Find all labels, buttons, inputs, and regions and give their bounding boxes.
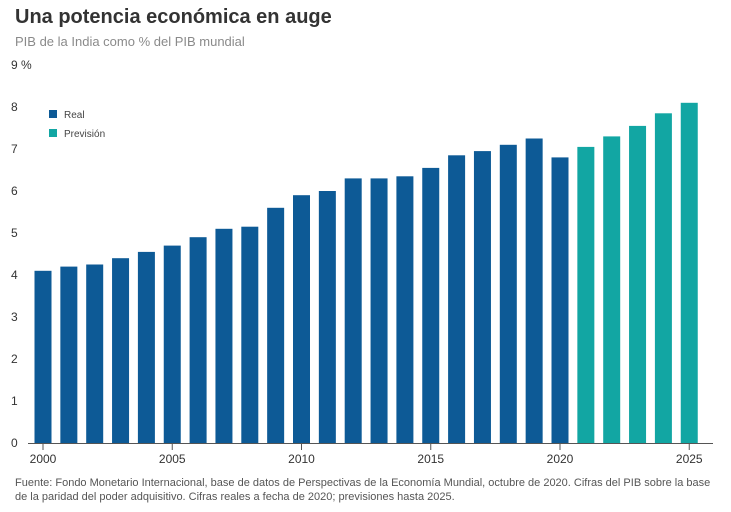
- legend-label: Previsión: [64, 129, 105, 140]
- bar-real-2010: [293, 195, 310, 443]
- bar-real-2003: [112, 258, 130, 443]
- bar-real-2008: [241, 226, 259, 443]
- y-tick-label: 7: [11, 142, 18, 156]
- x-tick-label: 2010: [288, 452, 315, 466]
- x-tick-label: 2020: [547, 452, 574, 466]
- y-tick-label: 5: [11, 226, 18, 240]
- y-tick-label: 2: [11, 352, 18, 366]
- y-tick-label: 1: [11, 394, 18, 408]
- legend-swatch-real: [49, 110, 57, 118]
- bar-real-2011: [318, 191, 336, 443]
- y-tick-label: 0: [11, 436, 18, 450]
- bar-real-2012: [344, 178, 362, 443]
- bar-real-2000: [34, 270, 52, 443]
- bar-real-2004: [137, 251, 155, 443]
- x-tick-label: 2005: [159, 452, 186, 466]
- bar-previsin-2021: [577, 146, 595, 443]
- bar-real-2018: [499, 144, 517, 444]
- bar-real-2017: [473, 151, 491, 443]
- bar-real-2016: [448, 155, 466, 444]
- bar-previsin-2023: [629, 125, 647, 444]
- bar-real-2013: [370, 178, 388, 443]
- chart-title: Una potencia económica en auge: [15, 6, 332, 28]
- y-tick-label: 4: [11, 268, 18, 282]
- bar-previsin-2022: [603, 136, 621, 443]
- legend-swatch-previsin: [49, 129, 57, 137]
- bar-real-2019: [525, 138, 543, 443]
- x-tick-label: 2025: [676, 452, 703, 466]
- bar-real-2014: [396, 176, 414, 444]
- x-tick-label: 2000: [30, 452, 57, 466]
- bar-real-2006: [189, 237, 207, 443]
- x-tick-label: 2015: [417, 452, 444, 466]
- bar-real-2007: [215, 228, 233, 443]
- bar-real-2020: [551, 157, 569, 443]
- legend-label: Real: [64, 110, 85, 121]
- y-tick-label: 6: [11, 184, 18, 198]
- y-tick-label: 8: [11, 100, 18, 114]
- chart-subtitle: PIB de la India como % del PIB mundial: [15, 34, 245, 49]
- bar-real-2005: [163, 245, 181, 443]
- bar-real-2009: [267, 207, 285, 443]
- bar-previsin-2024: [654, 113, 672, 444]
- bar-previsin-2025: [680, 102, 698, 444]
- y-tick-label: 3: [11, 310, 18, 324]
- bar-real-2001: [60, 266, 78, 443]
- bar-real-2002: [86, 264, 104, 443]
- y-tick-label: 9 %: [11, 58, 32, 72]
- bar-real-2015: [422, 167, 440, 443]
- source-footnote: Fuente: Fondo Monetario Internacional, b…: [15, 477, 711, 503]
